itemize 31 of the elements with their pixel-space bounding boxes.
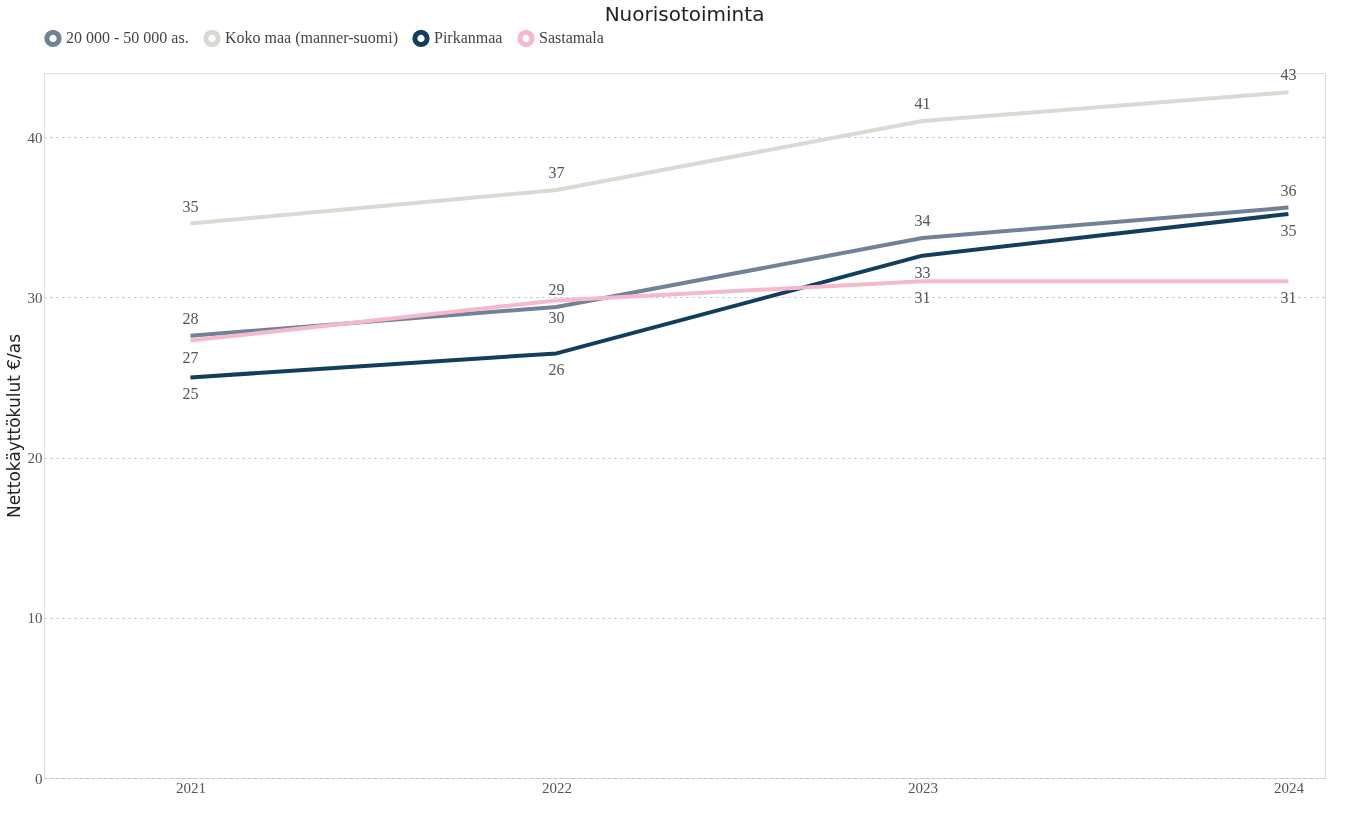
data-label: 35 (1280, 222, 1297, 239)
y-tick-label: 40 (27, 129, 43, 146)
data-label: 28 (182, 309, 199, 327)
legend-label: Koko maa (manner-suomi) (225, 29, 398, 48)
data-label: 36 (1280, 181, 1297, 199)
x-tick-label: 2024 (1273, 779, 1305, 796)
x-tick-label: 2023 (907, 779, 938, 796)
y-axis-title: Nettokäyttökulut €/as (3, 333, 24, 519)
data-label: 30 (548, 308, 565, 326)
legend-label: Sastamala (539, 29, 604, 47)
y-tick-label: 10 (27, 610, 43, 627)
y-tick-label: 20 (27, 450, 43, 467)
data-label: 37 (548, 163, 565, 181)
data-label: 33 (914, 263, 931, 281)
data-label: 29 (548, 280, 565, 298)
x-tick-label: 2021 (175, 779, 206, 796)
y-tick-label: 30 (27, 289, 43, 306)
data-label: 43 (1280, 66, 1297, 84)
data-label: 35 (182, 197, 199, 215)
data-label: 26 (548, 361, 565, 379)
data-label: 25 (182, 385, 199, 403)
data-label: 41 (914, 95, 931, 113)
x-tick-label: 2022 (541, 779, 572, 796)
data-label: 34 (914, 212, 931, 230)
data-label: 27 (182, 348, 199, 366)
data-label: 31 (1280, 289, 1297, 307)
legend-label: Pirkanmaa (434, 29, 503, 47)
data-label: 31 (914, 289, 931, 307)
chart-title: Nuorisotoiminta (604, 2, 765, 26)
y-tick-label: 0 (35, 770, 43, 787)
legend-label: 20 000 - 50 000 as. (66, 29, 189, 47)
